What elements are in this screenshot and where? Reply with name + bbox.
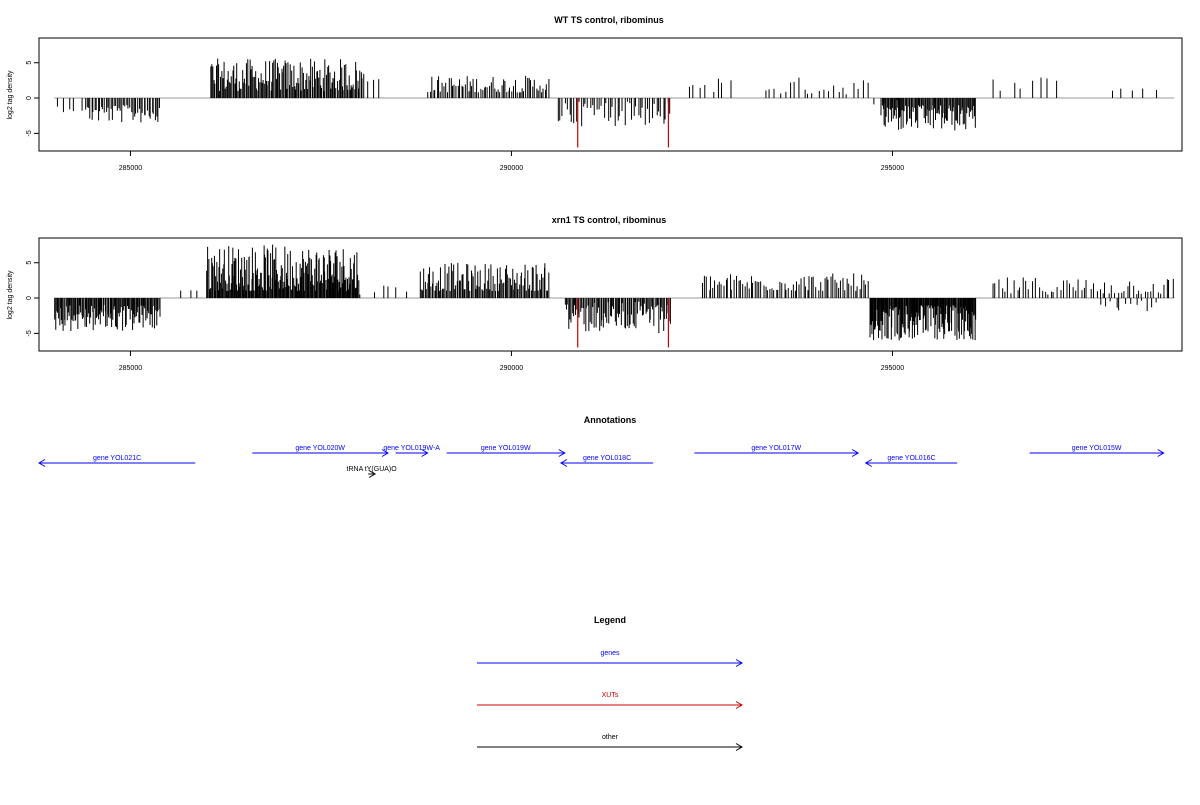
panel-wt-ylabel: log2 tag density (7, 70, 14, 120)
feature-arrowhead-icon (1157, 449, 1165, 457)
xtick-label: 295000 (881, 165, 904, 172)
annotation-feature: gene YOL019W-A (383, 445, 440, 457)
panel-xrn1-frame (38, 237, 1183, 352)
feature-arrowhead-icon (38, 459, 46, 467)
feature-label: gene YOL015W (1072, 445, 1122, 452)
legend-title: Legend (594, 615, 626, 625)
annotation-features: gene YOL021C gene YOL020W gene YOL019W-A ge… (38, 445, 1165, 478)
panel-wt-bars (54, 58, 1175, 148)
xtick-label: 295000 (881, 365, 904, 372)
feature-label: gene YOL016C (887, 455, 935, 462)
feature-arrowhead-icon (558, 449, 566, 457)
annotations-title: Annotations (584, 415, 637, 425)
legend-item: genes (477, 650, 743, 667)
ytick-label: 5 (26, 61, 33, 65)
panel-xrn1-ylabel: log2 tag density (7, 270, 14, 320)
annotation-feature: gene YOL017W (694, 445, 860, 457)
feature-label: gene YOL020W (295, 445, 345, 452)
feature-label: gene YOL019W-A (383, 445, 440, 452)
ytick-label: -5 (26, 130, 33, 136)
feature-arrowhead-icon (381, 449, 389, 457)
annotation-feature: gene YOL019W (446, 445, 566, 457)
panel-xrn1-bars (54, 244, 1175, 348)
annotation-feature: gene YOL016C (864, 455, 958, 467)
xtick-label: 290000 (500, 365, 523, 372)
annotation-feature: gene YOL018C (559, 455, 654, 467)
annotation-feature: gene YOL015W (1029, 445, 1165, 457)
panel-xrn1-xticks: 285000 290000 295000 (119, 351, 904, 372)
legend-item: other (477, 734, 743, 751)
feature-arrowhead-icon (559, 459, 568, 467)
panel-xrn1-yticks: -5 0 5 (26, 261, 39, 336)
legend-arrowhead-icon (735, 659, 743, 667)
ytick-label: 0 (26, 96, 33, 100)
legend-label: genes (600, 650, 620, 657)
panel-wt-xticks: 285000 290000 295000 (119, 151, 904, 172)
annotation-feature: tRNA tY(GUA)O (347, 466, 398, 478)
feature-label: tRNA tY(GUA)O (347, 466, 398, 473)
feature-label: gene YOL017W (751, 445, 801, 452)
feature-label: gene YOL021C (93, 455, 141, 462)
feature-arrowhead-icon (864, 459, 873, 467)
xtick-label: 285000 (119, 365, 142, 372)
legend-item: XUTs (477, 692, 743, 709)
feature-arrowhead-icon (421, 449, 429, 457)
xtick-label: 285000 (119, 165, 142, 172)
legend-panel: Legend genes XUTs other (477, 615, 743, 751)
panel-wt-title: WT TS control, ribominus (554, 15, 664, 25)
feature-label: gene YOL019W (481, 445, 531, 452)
legend-arrowhead-icon (735, 743, 743, 751)
annotation-feature: gene YOL020W (252, 445, 389, 457)
legend-arrowhead-icon (735, 701, 743, 709)
panel-xrn1: xrn1 TS control, ribominus log2 tag dens… (7, 215, 1183, 372)
legend-items: genes XUTs other (477, 650, 743, 751)
panel-wt: WT TS control, ribominus log2 tag densit… (7, 15, 1183, 172)
ytick-label: 0 (26, 296, 33, 300)
feature-arrowhead-icon (368, 470, 377, 478)
panel-wt-frame (38, 37, 1183, 152)
feature-label: gene YOL018C (583, 455, 631, 462)
panel-xrn1-title: xrn1 TS control, ribominus (552, 215, 667, 225)
xtick-label: 290000 (500, 165, 523, 172)
ytick-label: -5 (26, 330, 33, 336)
legend-label: other (602, 734, 619, 741)
legend-label: XUTs (602, 692, 619, 699)
annotation-feature: gene YOL021C (38, 455, 196, 467)
ytick-label: 5 (26, 261, 33, 265)
panel-wt-yticks: -5 0 5 (26, 61, 39, 136)
feature-arrowhead-icon (851, 449, 860, 457)
